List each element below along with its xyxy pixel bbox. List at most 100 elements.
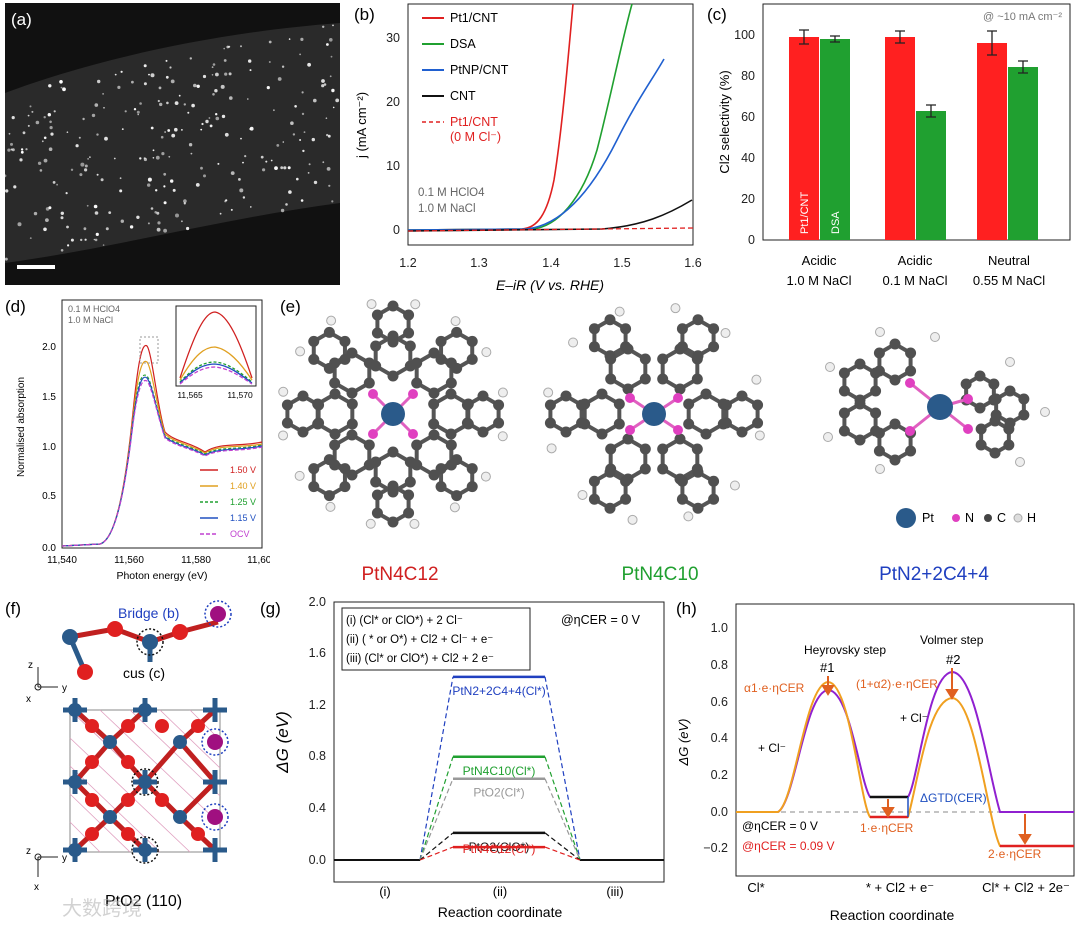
platinum-atom (381, 402, 405, 426)
nitrogen-atom (625, 425, 635, 435)
carbon-atom (308, 353, 320, 365)
carbon-atom (281, 399, 293, 411)
hydrogen-atom (449, 502, 460, 513)
carbon-atom (387, 336, 399, 348)
carbon-atom (544, 417, 556, 429)
atom-dot (174, 101, 179, 105)
atom-dot (47, 113, 51, 117)
molecule-ptn2c4 (823, 327, 1050, 474)
bridge-o-atom (207, 734, 223, 750)
pt-atom (68, 775, 82, 789)
atom-dot (66, 225, 69, 229)
hydrogen-atom (875, 327, 885, 337)
y-ticks: −0.2 0.0 0.2 0.4 0.6 0.8 1.0 (703, 621, 728, 855)
atom-dot (240, 45, 242, 48)
atom-dot (95, 232, 99, 236)
carbon-atom (838, 407, 850, 419)
hydrogen-atom (481, 347, 492, 358)
hydrogen-atom (295, 346, 306, 357)
carbon-atom (371, 507, 383, 519)
nitrogen-atom (673, 393, 683, 403)
hydrogen-atom (577, 489, 588, 500)
carbon-atom (477, 426, 489, 438)
equation-box: (i) (Cl* or ClO*) + 2 Cl⁻ (ii) ( * or O*… (341, 607, 531, 671)
equation: (i) (Cl* or ClO*) + 2 Cl⁻ (346, 615, 463, 627)
carbon-atom (313, 417, 325, 429)
atom-dot (87, 158, 89, 160)
pt-atom (138, 843, 152, 857)
carbon-atom (308, 463, 320, 475)
atom-dot (329, 38, 333, 42)
carbon-atom (639, 353, 651, 365)
atom-dot (94, 103, 99, 107)
plot-frame (61, 299, 263, 549)
atom-dot (282, 141, 285, 143)
atom-dot (60, 249, 64, 252)
carbon-atom (403, 489, 415, 501)
atom-dot (150, 73, 155, 78)
state-2: * + Cl2 + e⁻ (866, 880, 934, 895)
atom-dot (129, 225, 134, 229)
atom-dot (183, 202, 186, 205)
cus-label: cus (c) (123, 665, 165, 681)
atom-dot (86, 204, 89, 207)
carbon-atom (889, 454, 901, 466)
y-ticks: 0.0 0.5 1.0 1.5 2.0 (42, 342, 56, 554)
carbon-atom (435, 463, 447, 475)
heyrovsky-label: Heyrovsky step (804, 643, 886, 657)
atom-dot (143, 64, 147, 68)
profile-0v (777, 670, 1074, 813)
hydrogen-atom (450, 316, 461, 327)
atom-dot (75, 144, 79, 148)
carbon-atom (604, 466, 616, 478)
carbon-atom (905, 347, 917, 359)
atom-dot (169, 66, 172, 69)
carbon-atom (708, 323, 720, 335)
atom-dot (250, 206, 252, 208)
atom-dot (326, 167, 331, 171)
x-axis-label: Reaction coordinate (830, 907, 955, 923)
carbon-atom (596, 388, 608, 400)
overpotential-note: @ηCER = 0 V (561, 613, 641, 627)
atom-dot (311, 137, 315, 142)
atom-dot (65, 192, 68, 195)
carbon-atom (889, 338, 901, 350)
pt-atom (68, 843, 82, 857)
carbon-atom (838, 385, 850, 397)
step-labels: (i) (ii) (iii) (379, 884, 623, 899)
y-axis-label: Cl2 selectivity (%) (717, 70, 732, 173)
atom-dot (19, 158, 23, 162)
carbon-atom (720, 417, 732, 429)
carbon-atom (683, 398, 695, 410)
carbon-atom (736, 390, 748, 402)
carbon-atom (411, 377, 423, 389)
atom-dot (5, 189, 9, 193)
carbon-atom (403, 309, 415, 321)
y-ticks: 0 20 40 60 80 100 (734, 28, 755, 247)
atom-dot (29, 237, 32, 240)
legend-item: Pt1/CNT (450, 11, 498, 25)
group-labels: Acidic 1.0 M NaCl Acidic 0.1 M NaCl Neut… (786, 253, 1045, 288)
hydrogen-atom (754, 430, 765, 441)
level-label: PtO2(Cl*) (473, 786, 524, 800)
carbon-atom (576, 399, 588, 411)
y-tick: 0.0 (711, 805, 728, 819)
atom-dot (200, 128, 203, 131)
carbon-atom (676, 341, 688, 353)
atom-dot (163, 172, 167, 176)
atom-dot (230, 171, 235, 176)
atom-dot (299, 139, 302, 141)
carbon-atom (639, 373, 651, 385)
atom-dot (43, 116, 46, 119)
carbon-atom (692, 466, 704, 478)
atom-dot (220, 84, 225, 89)
atom-dot (166, 101, 169, 105)
atom-dot (224, 132, 229, 137)
atom-dot (161, 152, 165, 156)
atom-dot (27, 114, 30, 117)
atom-dot (321, 84, 325, 88)
x-tick: 11,580 (181, 555, 211, 566)
hydrogen-atom (278, 430, 289, 441)
carbon-atom (428, 469, 440, 481)
o-atom (85, 755, 99, 769)
